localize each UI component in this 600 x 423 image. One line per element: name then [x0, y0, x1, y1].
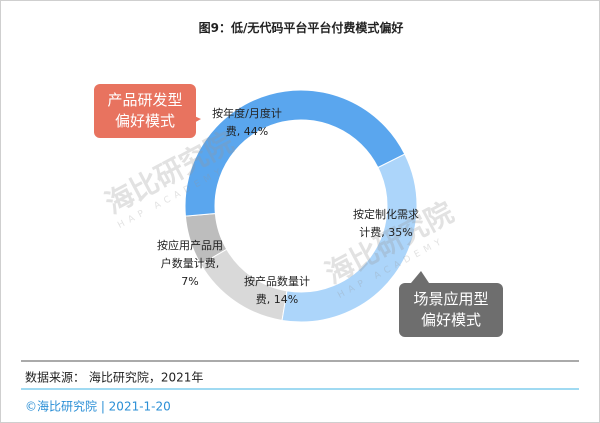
callout-pointer	[411, 271, 429, 283]
donut-segment	[200, 248, 288, 322]
data-label: 按年度/月度计费, 44%	[212, 107, 282, 138]
data-label: 按定制化需求计费, 35%	[353, 208, 419, 239]
donut-segment	[184, 89, 406, 217]
data-label: 按应用产品用户数量计费, 7%	[157, 239, 223, 288]
source: 数据来源： 海比研究院，2021年	[25, 370, 203, 385]
copyright: ©海比研究院 | 2021-1-20	[25, 399, 171, 414]
callout: 产品研发型偏好模式	[94, 84, 196, 138]
chart-title: 图9：低/无代码平台平台付费模式偏好	[199, 20, 404, 35]
callout: 场景应用型偏好模式	[399, 283, 503, 337]
donut-segment	[281, 153, 418, 323]
data-label: 按产品数量计费, 14%	[244, 275, 310, 306]
